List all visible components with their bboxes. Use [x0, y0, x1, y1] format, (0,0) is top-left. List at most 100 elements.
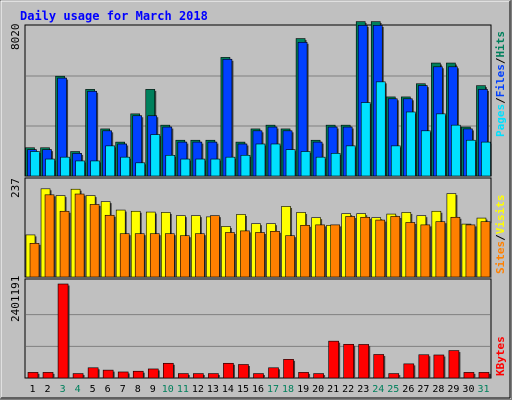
day-label: 27	[417, 384, 429, 395]
pages-bar	[315, 156, 326, 177]
kbytes-bar	[418, 354, 430, 379]
sites-bar	[465, 224, 476, 278]
sites-bar	[450, 216, 461, 278]
sites-bar	[435, 221, 446, 278]
pages-bar	[421, 130, 431, 177]
day-label: 23	[357, 384, 369, 395]
kbytes-bar	[448, 350, 460, 379]
pages-bar	[195, 158, 206, 177]
kbytes-bar	[72, 373, 84, 379]
day-label: 25	[387, 384, 399, 395]
legend-top: Pages/Files/Hits	[494, 31, 507, 137]
sites-bar	[255, 232, 265, 278]
legend-visits: Visits	[494, 195, 507, 235]
sites-bar	[360, 216, 371, 278]
sites-bar	[375, 219, 386, 278]
sites-bar	[330, 224, 340, 278]
kbytes-bar	[313, 373, 324, 379]
kbytes-bar	[298, 372, 309, 379]
day-label: 15	[237, 384, 249, 395]
legend-bottom: KBytes	[494, 336, 507, 376]
sites-bar	[270, 231, 280, 278]
legend-sep-3: /	[494, 234, 507, 241]
pages-bar	[285, 149, 296, 177]
svg-text:KBytes: KBytes	[494, 336, 507, 376]
sites-bar	[119, 233, 130, 278]
sites-bar	[164, 233, 175, 278]
top-panel-ymax-label: 8020	[9, 24, 22, 51]
kbytes-bar	[223, 362, 234, 379]
legend-hits: Hits	[494, 31, 507, 58]
sites-bar	[285, 235, 295, 278]
pages-bar	[330, 153, 341, 177]
sites-bar	[420, 224, 431, 278]
visits-sites-panel	[24, 177, 492, 278]
day-label: 26	[402, 384, 414, 395]
day-label: 4	[75, 384, 81, 395]
sites-bar	[74, 193, 85, 278]
pages-bar	[180, 158, 191, 177]
kbytes-bar	[388, 373, 400, 379]
sites-bar	[210, 215, 220, 278]
day-label: 31	[477, 384, 489, 395]
pages-bar	[75, 160, 85, 177]
sites-bar	[225, 232, 235, 278]
hits-files-pages-panel	[24, 21, 492, 177]
pages-bar	[120, 156, 130, 177]
day-label: 2	[45, 384, 51, 395]
pages-bar	[255, 143, 266, 177]
day-label: 12	[192, 384, 204, 395]
legend-sites: Sites	[494, 241, 507, 274]
pages-bar	[135, 162, 146, 177]
kbytes-bar	[403, 363, 415, 379]
legend-pages: Pages	[494, 104, 507, 137]
day-label: 29	[447, 384, 459, 395]
pages-bar	[375, 81, 386, 177]
day-label: 18	[282, 384, 294, 395]
pages-bar	[90, 160, 100, 177]
sites-bar	[149, 233, 160, 278]
day-label: 24	[372, 384, 384, 395]
legend-kbytes: KBytes	[494, 336, 507, 376]
pages-bar	[300, 151, 311, 177]
bottom-plot-area	[24, 278, 492, 379]
day-axis-labels: 1 2 3 4 5 6 7 8 9 10 11 12 13 14 15 16 17 18 19 20 21 22 23 24 2…	[30, 384, 490, 395]
legend-sep-2: /	[494, 57, 507, 64]
day-label: 8	[135, 384, 141, 395]
kbytes-bar	[57, 283, 69, 379]
kbytes-bar	[102, 369, 114, 379]
kbytes-bar	[117, 371, 129, 379]
svg-text:Pages/Files/Hits: Pages/Files/Hits	[494, 31, 507, 137]
pages-bar	[210, 158, 221, 177]
bottom-panel-ymax-label: 2401191	[9, 276, 22, 322]
kbytes-bar	[87, 367, 99, 379]
day-label: 1	[30, 384, 36, 395]
sites-bar	[195, 233, 205, 278]
day-label: 6	[105, 384, 111, 395]
pages-bar	[481, 141, 491, 177]
pages-bar	[105, 145, 115, 177]
kbytes-bar	[147, 368, 159, 379]
pages-bar	[165, 154, 176, 177]
day-label: 17	[267, 384, 279, 395]
pages-bar	[406, 111, 416, 177]
pages-bar	[451, 124, 461, 177]
pages-bar	[270, 143, 281, 177]
sites-bar	[180, 235, 190, 278]
pages-bar	[225, 156, 236, 177]
sites-bar	[59, 210, 70, 278]
kbytes-bar	[193, 373, 204, 379]
kbytes-bar	[343, 343, 354, 379]
legend-files: Files	[494, 64, 507, 97]
day-label: 16	[252, 384, 264, 395]
sites-bar	[134, 233, 145, 278]
day-label: 11	[177, 384, 189, 395]
pages-bar	[150, 134, 161, 177]
kbytes-panel	[24, 278, 492, 379]
kbytes-bar	[328, 340, 339, 379]
day-label: 20	[312, 384, 324, 395]
sites-bar	[390, 216, 401, 278]
kbytes-bar	[208, 373, 219, 379]
kbytes-bar	[27, 372, 39, 379]
pages-bar	[466, 139, 476, 177]
